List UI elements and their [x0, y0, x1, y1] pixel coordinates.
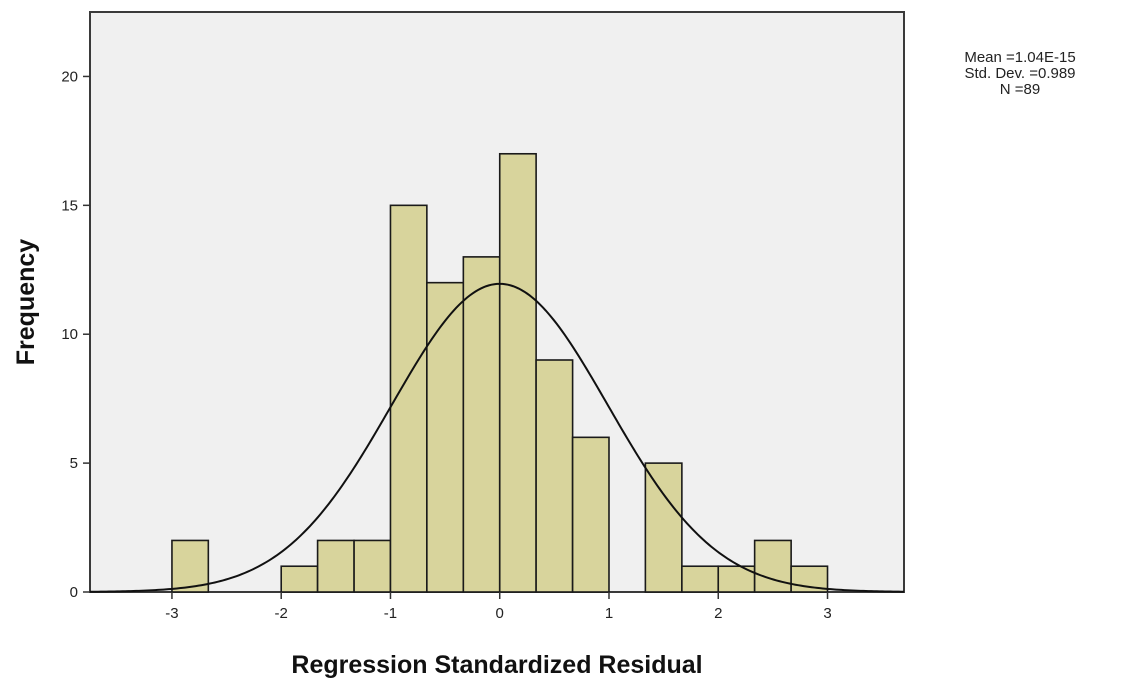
histogram-bar-11 — [571, 436, 610, 593]
histogram-bar-0 — [171, 539, 210, 593]
stats-std-dev: Std. Dev. =0.989 — [964, 65, 1076, 82]
histogram-bar-7 — [426, 281, 465, 593]
x-tick-label: 2 — [714, 605, 722, 622]
histogram-bar-8 — [462, 256, 501, 593]
x-tick-label: 1 — [605, 605, 613, 622]
histogram-bar-14 — [681, 565, 720, 593]
normal-curve — [89, 282, 905, 593]
y-tick-label: 15 — [61, 197, 78, 214]
y-tick-label: 10 — [61, 326, 78, 343]
y-axis-label: Frequency — [12, 239, 40, 366]
x-tick-label: 0 — [496, 605, 504, 622]
y-tick-label: 0 — [70, 584, 78, 601]
stats-legend: Mean =1.04E-15 Std. Dev. =0.989 N =89 — [940, 50, 1100, 98]
histogram-bar-9 — [498, 152, 537, 593]
stats-mean: Mean =1.04E-15 — [964, 49, 1076, 66]
histogram-bar-6 — [389, 204, 428, 593]
x-axis-label: Regression Standardized Residual — [291, 651, 702, 679]
y-tick-label: 20 — [61, 68, 78, 85]
bars-layer — [171, 152, 829, 593]
x-tick-label: 3 — [823, 605, 831, 622]
histogram-bar-5 — [353, 539, 392, 593]
x-ticks: -3 -2 -1 0 1 2 3 — [165, 592, 832, 622]
histogram-bar-16 — [753, 539, 792, 593]
histogram-bar-10 — [535, 359, 574, 593]
stats-n: N =89 — [999, 81, 1041, 98]
y-tick-label: 5 — [70, 455, 78, 472]
y-ticks: 0 5 10 15 20 — [61, 68, 90, 601]
x-tick-label: -2 — [275, 605, 288, 622]
histogram-bar-3 — [280, 565, 319, 593]
x-tick-label: -1 — [384, 605, 397, 622]
x-tick-label: -3 — [165, 605, 178, 622]
histogram-bar-13 — [644, 462, 683, 593]
histogram-bar-4 — [316, 539, 355, 593]
